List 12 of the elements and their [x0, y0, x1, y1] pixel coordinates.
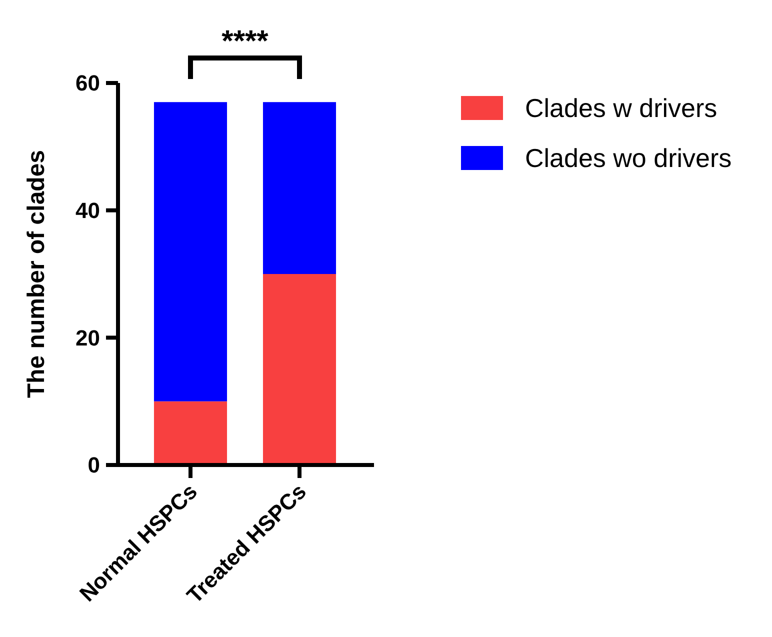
- bar: [262, 102, 336, 274]
- bar: [262, 274, 336, 465]
- y-axis-title: The number of clades: [23, 150, 50, 398]
- y-tick-label: 40: [76, 198, 100, 224]
- y-tick-label: 0: [88, 452, 100, 478]
- text: ****: [222, 25, 269, 58]
- bar: [154, 401, 228, 465]
- legend-label: Clades wo drivers: [525, 143, 732, 174]
- y-tick-label: 60: [76, 70, 100, 96]
- y-tick-label: 20: [76, 325, 100, 350]
- legend-label: Clades w drivers: [525, 93, 718, 124]
- bar: [154, 102, 228, 402]
